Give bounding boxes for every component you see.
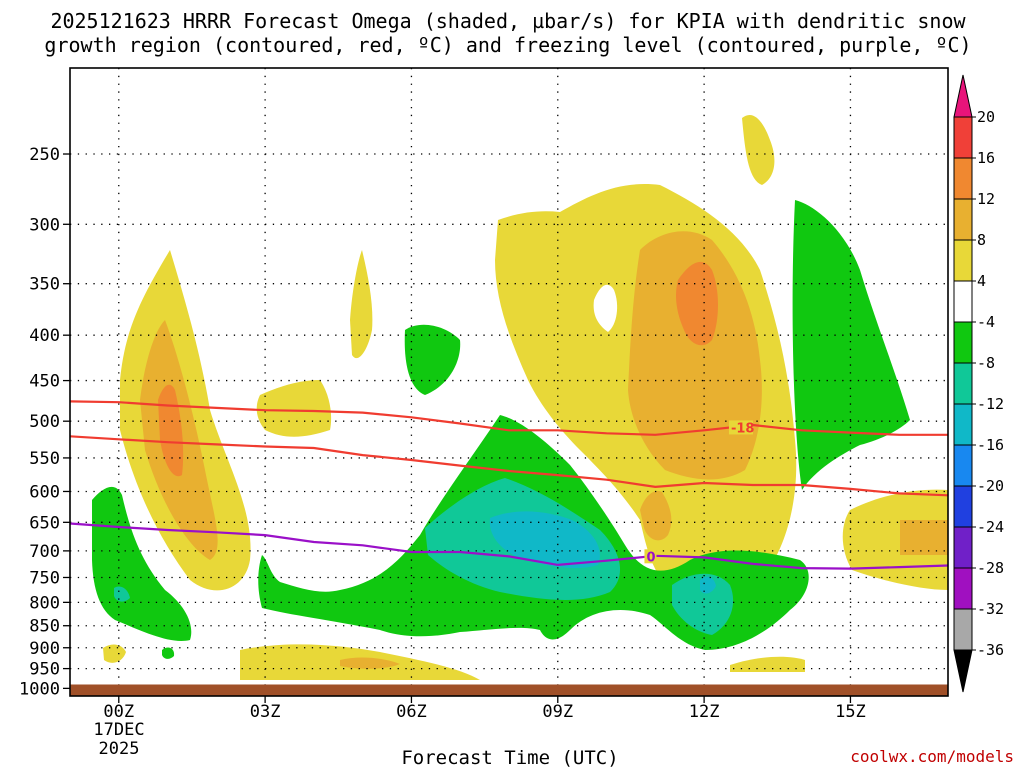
- y-tick-label: 700: [29, 542, 60, 562]
- colorbar-label: 20: [977, 108, 995, 126]
- colorbar-band: [953, 157, 973, 200]
- plot-frame: [69, 67, 949, 697]
- colorbar-label: 4: [977, 272, 986, 290]
- omega-area-negative-a: [404, 324, 461, 395]
- grid-lines: [70, 68, 948, 696]
- x-axis-label: Forecast Time (UTC): [401, 747, 618, 768]
- y-tick-label: 850: [29, 617, 60, 637]
- plot-area: [70, 68, 948, 696]
- omega-area-negative-c-teal: [114, 586, 130, 602]
- y-tick-label: 600: [29, 482, 60, 502]
- x-tick-label: 09Z: [542, 702, 573, 722]
- x-tick-label: 00Z: [103, 702, 134, 722]
- omega-shading: [92, 114, 948, 680]
- dendritic-label-background: [728, 420, 753, 435]
- colorbar-label: -24: [977, 518, 1004, 536]
- x-tick-label: 06Z: [396, 702, 427, 722]
- omega-area-positive-a-max: [158, 384, 184, 477]
- colorbar: 20 16 12 8 4 -4 -8 -12 -16 -20 -24 -28 -32 -36: [953, 74, 1004, 693]
- colorbar-label: -12: [977, 395, 1004, 413]
- chart-title-line-2: growth region (contoured, red, ºC) and f…: [44, 33, 971, 57]
- y-tick-label: 250: [29, 145, 60, 165]
- colorbar-bottom-arrow: [953, 649, 973, 693]
- y-tick-label: 550: [29, 449, 60, 469]
- omega-area-positive-h: [103, 644, 126, 663]
- dendritic-contour-label: -18: [731, 421, 755, 436]
- omega-area-positive-e: [640, 490, 672, 541]
- y-tick-label: 1000: [19, 679, 60, 699]
- omega-area-positive-g-core: [340, 657, 400, 669]
- x-tick-label: 12Z: [689, 702, 720, 722]
- freezing-level-contour: [70, 522, 948, 570]
- colorbar-label: -20: [977, 477, 1004, 495]
- dendritic-lower-contour: [70, 435, 948, 497]
- y-tick-label: 450: [29, 372, 60, 392]
- omega-area-negative-e-teal: [672, 573, 734, 635]
- colorbar-band: [953, 526, 973, 569]
- y-axis: 2503003504004505005506006507007508008509…: [19, 145, 70, 699]
- y-tick-label: 350: [29, 275, 60, 295]
- colorbar-band: [953, 280, 973, 323]
- y-tick-label: 500: [29, 412, 60, 432]
- colorbar-label: -32: [977, 600, 1004, 618]
- colorbar-band: [953, 362, 973, 405]
- y-tick-label: 950: [29, 660, 60, 680]
- omega-area-negative-e-cyan: [700, 576, 716, 594]
- colorbar-band: [953, 485, 973, 528]
- omega-area-positive-c: [256, 380, 332, 437]
- date-label-day: 17DEC: [93, 720, 144, 740]
- y-tick-label: 650: [29, 513, 60, 533]
- date-label-year: 2025: [99, 739, 140, 759]
- y-tick-label: 800: [29, 593, 60, 613]
- y-tick-label: 900: [29, 639, 60, 659]
- colorbar-label: -28: [977, 559, 1004, 577]
- omega-area-positive-b: [350, 250, 373, 359]
- colorbar-label: 8: [977, 231, 986, 249]
- y-tick-label: 400: [29, 326, 60, 346]
- omega-area-negative-f: [162, 647, 175, 659]
- colorbar-band: [953, 567, 973, 610]
- omega-area-positive-i: [742, 114, 775, 185]
- colorbar-band: [953, 403, 973, 446]
- freezing-label-background: [644, 549, 657, 564]
- colorbar-band: [953, 444, 973, 487]
- dendritic-upper-contour: [70, 400, 948, 436]
- omega-area-negative-d-cyan: [489, 511, 600, 569]
- freezing-contour-label: 0: [646, 550, 655, 565]
- ground-level-fill: [70, 684, 948, 696]
- omega-area-positive-d-max: [676, 261, 718, 346]
- chart-title-line-1: 2025121623 HRRR Forecast Omega (shaded, …: [50, 9, 966, 33]
- omega-area-negative-b: [792, 200, 910, 490]
- colorbar-label: -16: [977, 436, 1004, 454]
- colorbar-band: [953, 321, 973, 364]
- omega-area-positive-f: [842, 489, 948, 590]
- y-tick-label: 300: [29, 215, 60, 235]
- x-axis: 00Z 03Z 06Z 09Z 12Z 15Z: [103, 696, 866, 722]
- colorbar-band: [953, 608, 973, 651]
- colorbar-label: -36: [977, 641, 1004, 659]
- colorbar-label: -8: [977, 354, 995, 372]
- colorbar-label: -4: [977, 313, 995, 331]
- omega-area-neutral-hole: [593, 284, 618, 332]
- omega-area-positive-d-core: [628, 231, 762, 480]
- y-tick-label: 750: [29, 568, 60, 588]
- colorbar-label: 16: [977, 149, 995, 167]
- x-tick-label: 03Z: [250, 702, 281, 722]
- colorbar-band: [953, 116, 973, 159]
- x-tick-label: 15Z: [835, 702, 866, 722]
- credit-text: coolwx.com/models: [850, 747, 1014, 766]
- colorbar-label: 12: [977, 190, 995, 208]
- colorbar-band: [953, 239, 973, 282]
- colorbar-band: [953, 198, 973, 241]
- omega-area-positive-f-core: [900, 520, 948, 555]
